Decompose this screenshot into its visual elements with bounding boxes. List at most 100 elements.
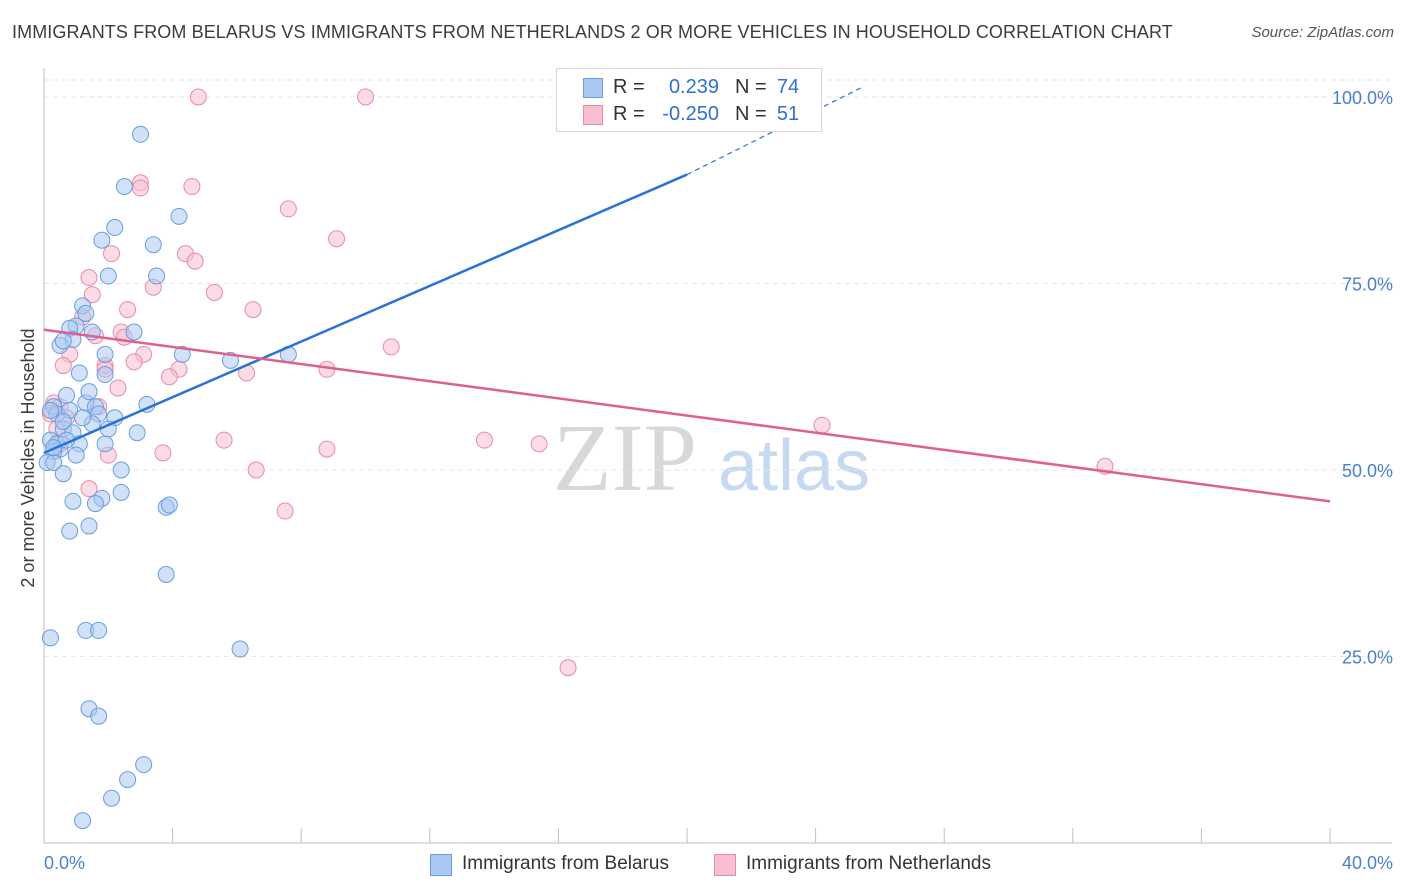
point-belarus	[96, 345, 114, 363]
point-netherlands	[154, 444, 172, 462]
point-belarus	[90, 621, 108, 639]
r-value: 0.239	[668, 76, 719, 98]
point-netherlands	[247, 461, 265, 479]
point-netherlands	[215, 431, 233, 449]
point-belarus	[74, 812, 92, 830]
chart-source: Source: ZipAtlas.com	[1251, 24, 1394, 41]
trend-line-belarus	[43, 173, 688, 454]
point-netherlands	[279, 200, 297, 218]
point-netherlands	[125, 353, 143, 371]
point-netherlands	[131, 179, 149, 197]
x-tick-label: 0.0%	[44, 853, 85, 873]
point-netherlands	[530, 435, 548, 453]
legend-swatch-netherlands	[714, 854, 736, 876]
point-belarus	[99, 267, 117, 285]
watermark: ZIP atlas	[553, 404, 870, 511]
point-belarus	[64, 492, 82, 510]
point-belarus	[90, 707, 108, 725]
y-axis-title: 2 or more Vehicles in Household	[18, 328, 38, 587]
point-belarus	[70, 364, 88, 382]
point-belarus	[125, 323, 143, 341]
watermark-atlas: atlas	[718, 426, 870, 506]
point-belarus	[41, 401, 59, 419]
chart-title: IMMIGRANTS FROM BELARUS VS IMMIGRANTS FR…	[12, 22, 1173, 42]
point-netherlands	[160, 368, 178, 386]
point-belarus	[148, 267, 166, 285]
y-tick-labels: 25.0% 50.0% 75.0% 100.0%	[1332, 88, 1393, 668]
y-tick-label: 50.0%	[1342, 461, 1393, 481]
point-belarus	[157, 565, 175, 583]
point-netherlands	[183, 178, 201, 196]
y-tick-label: 75.0%	[1342, 275, 1393, 295]
legend-item-belarus[interactable]: Immigrants from Belarus	[430, 852, 690, 876]
legend-item-netherlands[interactable]: Immigrants from Netherlands	[714, 852, 1014, 876]
point-belarus	[144, 236, 162, 254]
point-belarus	[231, 640, 249, 658]
belarus-swatch	[583, 78, 603, 98]
point-belarus	[77, 304, 95, 322]
point-belarus	[67, 446, 85, 464]
point-netherlands	[318, 440, 336, 458]
x-tick-labels: 0.0% 40.0%	[44, 853, 1393, 873]
point-netherlands	[559, 659, 577, 677]
point-belarus	[93, 231, 111, 249]
point-netherlands	[475, 431, 493, 449]
point-belarus	[112, 461, 130, 479]
correlation-stats-box: R = 0.239 N = 74 R = -0.250 N = 51	[556, 68, 822, 132]
trend-line-netherlands	[43, 328, 1331, 503]
point-belarus	[119, 771, 137, 789]
point-netherlands	[54, 357, 72, 375]
point-belarus	[106, 219, 124, 237]
series-netherlands-points	[41, 88, 1114, 677]
point-belarus	[131, 125, 149, 143]
point-netherlands	[813, 416, 831, 434]
trend-lines	[43, 87, 1331, 503]
point-netherlands	[83, 286, 101, 304]
point-netherlands	[357, 88, 374, 106]
point-netherlands	[80, 480, 98, 498]
point-netherlands	[80, 269, 98, 287]
point-netherlands	[189, 88, 207, 106]
x-tick-label: 40.0%	[1342, 853, 1393, 873]
r-label: R =	[613, 76, 645, 98]
stats-row-netherlands: R = -0.250 N = 51	[557, 101, 821, 127]
legend-label-netherlands: Immigrants from Netherlands	[746, 853, 991, 874]
point-belarus	[96, 366, 114, 384]
legend-swatch-belarus	[430, 854, 452, 876]
point-belarus	[74, 409, 92, 427]
netherlands-swatch	[583, 105, 603, 125]
point-belarus	[115, 178, 133, 196]
point-belarus	[135, 756, 153, 774]
point-belarus	[41, 629, 59, 647]
point-netherlands	[103, 245, 121, 263]
point-belarus	[86, 495, 104, 513]
point-belarus	[96, 435, 114, 453]
point-belarus	[58, 386, 76, 404]
n-label: N =	[735, 76, 767, 98]
point-netherlands	[109, 379, 127, 397]
n-value: 74	[776, 76, 800, 98]
point-netherlands	[244, 301, 262, 319]
y-tick-label: 100.0%	[1332, 88, 1393, 108]
point-netherlands	[205, 283, 223, 301]
point-belarus	[54, 332, 72, 350]
point-belarus	[160, 496, 178, 514]
r-label: R =	[613, 103, 645, 125]
point-netherlands	[186, 252, 204, 270]
point-netherlands	[328, 230, 346, 248]
stats-row-belarus: R = 0.239 N = 74	[557, 74, 821, 100]
point-belarus	[170, 207, 188, 225]
point-netherlands	[382, 338, 400, 356]
point-belarus	[80, 383, 98, 401]
point-belarus	[128, 424, 146, 442]
point-belarus	[103, 789, 121, 807]
r-value: -0.250	[662, 103, 719, 125]
point-belarus	[54, 413, 72, 431]
n-label: N =	[735, 103, 767, 125]
point-belarus	[61, 522, 79, 540]
point-belarus	[80, 517, 98, 535]
point-belarus	[173, 345, 191, 363]
point-belarus	[54, 465, 72, 483]
point-netherlands	[276, 502, 294, 520]
